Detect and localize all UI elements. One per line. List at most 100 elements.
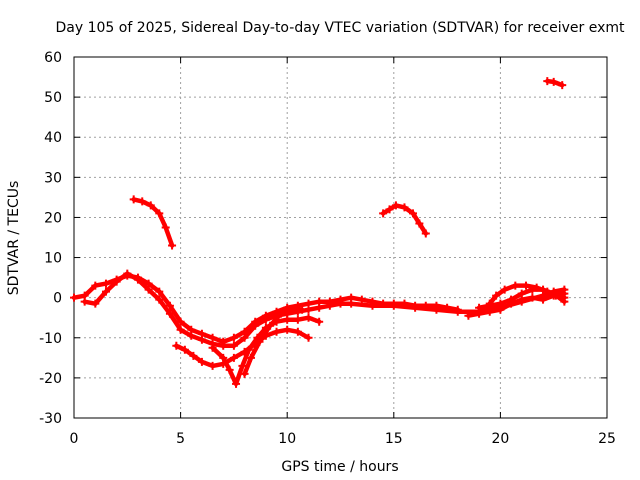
data-point (475, 303, 484, 312)
data-point (255, 337, 264, 346)
data-point (521, 281, 530, 290)
data-point (400, 203, 409, 212)
y-tick-label: -10 (39, 331, 62, 347)
data-point (272, 327, 281, 336)
data-point (229, 353, 238, 362)
data-point (496, 299, 505, 308)
y-tick-label: 40 (44, 130, 62, 146)
data-point (146, 201, 155, 210)
data-point (539, 285, 548, 294)
data-point (161, 223, 170, 232)
x-axis-label: GPS time / hours (281, 459, 398, 475)
data-point (80, 297, 89, 306)
series-track-10 (475, 285, 569, 312)
data-point (219, 353, 228, 362)
data-point (229, 341, 238, 350)
data-point (379, 209, 388, 218)
data-point (70, 293, 78, 302)
data-point (389, 301, 398, 310)
data-point (165, 309, 174, 318)
data-point (101, 279, 110, 288)
data-point (238, 361, 247, 370)
data-point (240, 369, 249, 378)
data-point (368, 301, 377, 310)
series-track-8 (464, 289, 569, 320)
chart-title: Day 105 of 2025, Sidereal Day-to-day VTE… (56, 20, 626, 36)
data-point (232, 379, 241, 388)
data-point (304, 333, 313, 342)
data-point (511, 281, 520, 290)
x-tick-label: 25 (598, 431, 616, 447)
data-point (165, 301, 174, 310)
data-point (325, 301, 334, 310)
data-point (187, 331, 196, 340)
data-point (421, 229, 430, 238)
data-point (432, 305, 441, 314)
data-point (528, 293, 537, 302)
y-tick-label: 10 (44, 251, 62, 267)
data-point (197, 357, 206, 366)
data-point (112, 277, 121, 286)
data-point (208, 343, 217, 352)
plot-frame (73, 56, 608, 419)
data-point (283, 325, 292, 334)
x-tick-label: 5 (176, 431, 185, 447)
data-point (219, 341, 228, 350)
data-point (485, 301, 494, 310)
data-point (415, 219, 424, 228)
data-point (168, 241, 177, 250)
data-point (172, 341, 181, 350)
data-point (558, 81, 567, 90)
data-point (315, 303, 324, 312)
data-point (189, 351, 198, 360)
data-point (411, 303, 420, 312)
data-point (560, 297, 569, 306)
data-point (293, 315, 302, 324)
y-tick-label: 60 (44, 50, 62, 66)
y-tick-label: -20 (39, 371, 62, 387)
data-point (347, 299, 356, 308)
data-point (180, 345, 189, 354)
data-point (549, 289, 558, 298)
data-point (176, 325, 185, 334)
data-point (101, 287, 110, 296)
data-point (208, 361, 217, 370)
data-point (408, 209, 417, 218)
data-point (464, 311, 473, 320)
data-point (240, 333, 249, 342)
series-line (466, 291, 567, 318)
x-tick-label: 20 (491, 431, 509, 447)
data-point (91, 299, 100, 308)
data-point (244, 345, 253, 354)
data-point (507, 295, 516, 304)
data-point (246, 353, 255, 362)
data-point (315, 317, 324, 326)
data-point (298, 305, 307, 314)
data-point (293, 327, 302, 336)
y-tick-label: -30 (39, 411, 62, 427)
data-point (287, 305, 296, 314)
data-point (123, 269, 132, 278)
data-point (225, 365, 234, 374)
data-point (453, 307, 462, 316)
data-point (276, 309, 285, 318)
data-point (528, 285, 537, 294)
data-point (336, 299, 345, 308)
data-point (155, 287, 164, 296)
data-point (549, 77, 558, 86)
y-tick-label: 20 (44, 210, 62, 226)
data-point (500, 285, 509, 294)
data-point (304, 313, 313, 322)
data-point (391, 201, 400, 210)
x-tick-label: 10 (278, 431, 296, 447)
data-point (144, 285, 153, 294)
y-axis-label: SDTVAR / TECUs (6, 181, 22, 296)
data-point (197, 335, 206, 344)
data-point (251, 321, 260, 330)
data-point (357, 295, 366, 304)
data-point (492, 291, 501, 300)
data-point (385, 205, 394, 214)
data-point (138, 197, 147, 206)
